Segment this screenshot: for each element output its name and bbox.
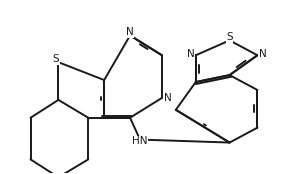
Text: HN: HN	[132, 136, 148, 147]
Text: N: N	[187, 49, 194, 59]
Text: N: N	[126, 27, 134, 37]
Text: S: S	[53, 54, 59, 64]
Text: S: S	[226, 32, 233, 42]
Text: N: N	[259, 49, 266, 59]
Text: N: N	[164, 93, 172, 103]
